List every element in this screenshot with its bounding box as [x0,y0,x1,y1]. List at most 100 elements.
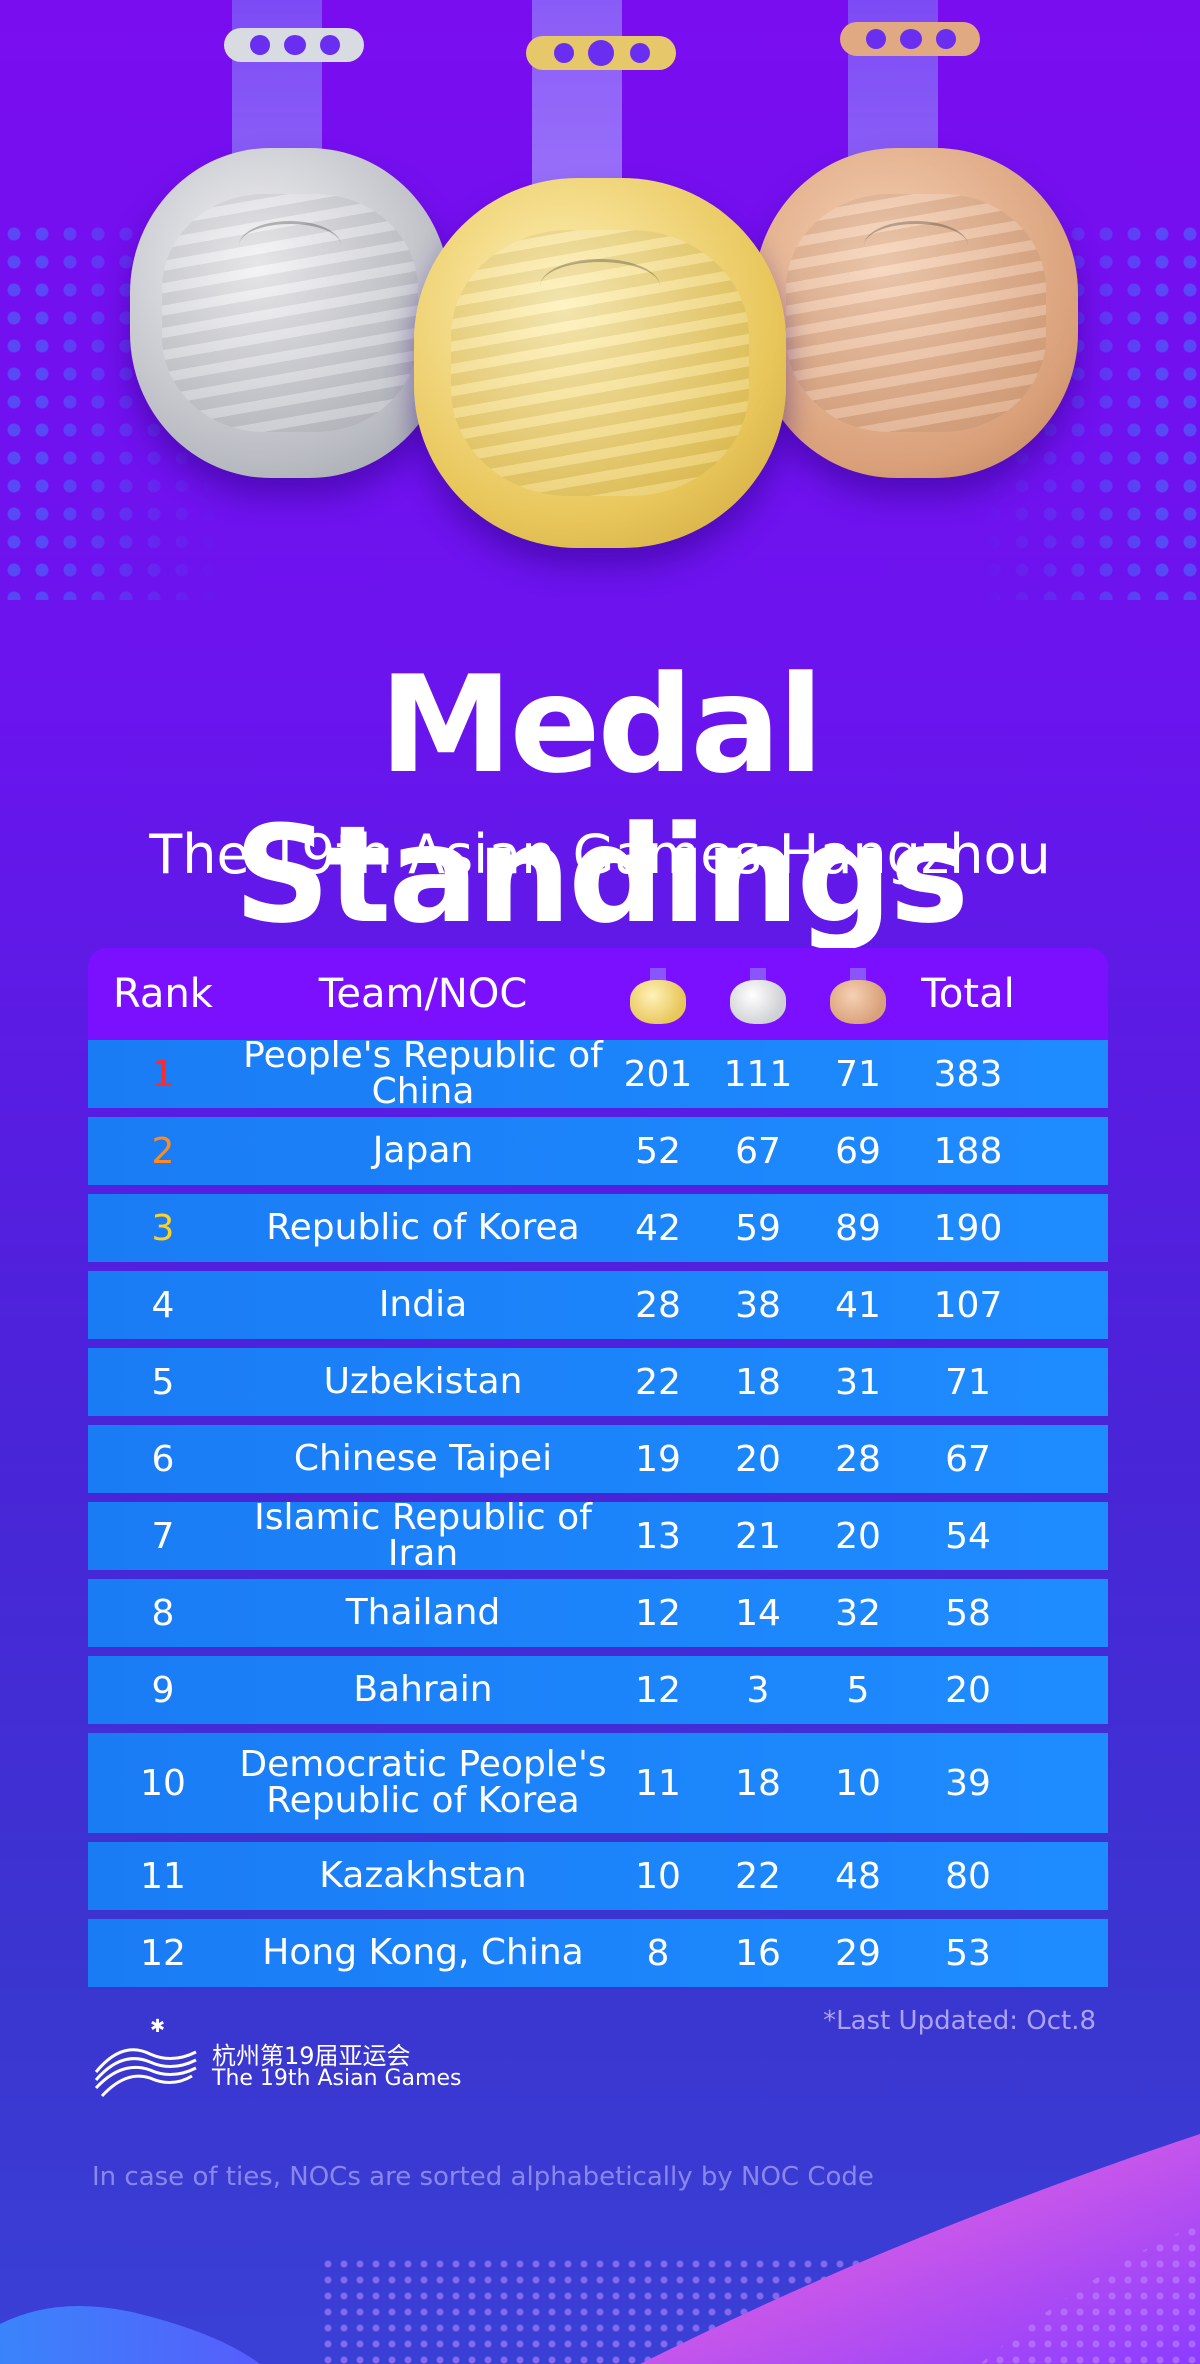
silver-clasp [224,28,364,62]
table-row: 6 Chinese Taipei 19 20 28 67 [88,1425,1108,1493]
rank-cell: 11 [140,1855,186,1897]
rank-cell: 8 [151,1592,175,1634]
team-cell: India [378,1284,468,1325]
team-cell: Chinese Taipei [293,1438,553,1479]
medals-hero-image [0,0,1200,560]
total-cell: 67 [945,1438,991,1480]
silver-cell: 3 [746,1669,770,1711]
header-team: Team/NOC [318,971,528,1017]
gold-medal-icon [630,968,686,1024]
gold-cell: 8 [646,1932,670,1974]
rank-cell: 4 [151,1284,175,1326]
bronze-cell: 28 [835,1438,881,1480]
total-cell: 53 [945,1932,991,1974]
team-name-line2: Republic of Korea [266,1780,580,1821]
gold-cell: 42 [635,1207,681,1249]
bronze-cell: 5 [846,1669,870,1711]
team-cell: Islamic Republic of Iran [254,1497,592,1574]
table-row: 8 Thailand 12 14 32 58 [88,1579,1108,1647]
table-row: 9 Bahrain 12 3 5 20 [88,1656,1108,1724]
gold-cell: 10 [635,1855,681,1897]
table-row: 1 People's Republic of China 201 111 71 … [88,1035,1108,1112]
total-cell: 80 [945,1855,991,1897]
rank-cell: 7 [151,1515,175,1557]
team-cell: Democratic People's Republic of Korea [238,1733,608,1833]
rank-cell: 2 [151,1130,175,1172]
rank-cell: 10 [140,1762,186,1804]
total-cell: 39 [945,1762,991,1804]
table-row: 2 Japan 52 67 69 188 [88,1117,1108,1185]
rank-cell: 9 [151,1669,175,1711]
svg-text:✱: ✱ [150,2016,165,2037]
bronze-cell: 29 [835,1932,881,1974]
table-row: 11 Kazakhstan 10 22 48 80 [88,1842,1108,1910]
bronze-cell: 48 [835,1855,881,1897]
silver-cell: 18 [735,1361,781,1403]
rank-cell: 6 [151,1438,175,1480]
asian-games-logo-icon: ✱ [94,2016,197,2098]
total-cell: 58 [945,1592,991,1634]
silver-cell: 67 [735,1130,781,1172]
tie-footnote: In case of ties, NOCs are sorted alphabe… [92,2162,874,2192]
header-total: Total [921,971,1015,1017]
silver-medal [130,148,450,478]
bronze-cell: 71 [835,1053,881,1095]
team-cell: People's Republic of China [243,1035,603,1112]
total-cell: 383 [933,1053,1003,1095]
bronze-cell: 89 [835,1207,881,1249]
bottom-decoration [0,2134,1200,2364]
table-header: Rank Team/NOC Total [88,948,1108,1040]
rank-cell: 12 [140,1932,186,1974]
table-row: 5 Uzbekistan 22 18 31 71 [88,1348,1108,1416]
team-cell: Republic of Korea [266,1207,580,1248]
header-rank: Rank [113,971,213,1017]
gold-cell: 52 [635,1130,681,1172]
table-row: 4 India 28 38 41 107 [88,1271,1108,1339]
silver-cell: 22 [735,1855,781,1897]
page-subtitle: The 19th Asian Games Hangzhou [149,823,1051,886]
bronze-cell: 20 [835,1515,881,1557]
team-cell: Kazakhstan [319,1855,527,1896]
gold-cell: 19 [635,1438,681,1480]
silver-cell: 38 [735,1284,781,1326]
silver-cell: 18 [735,1762,781,1804]
header-bronze [808,948,908,1040]
gold-cell: 12 [635,1669,681,1711]
bronze-cell: 10 [835,1762,881,1804]
table-row: 12 Hong Kong, China 8 16 29 53 [88,1919,1108,1987]
silver-cell: 16 [735,1932,781,1974]
table-row: 3 Republic of Korea 42 59 89 190 [88,1194,1108,1262]
silver-cell: 14 [735,1592,781,1634]
total-cell: 71 [945,1361,991,1403]
total-cell: 107 [933,1284,1003,1326]
table-row: 7 Islamic Republic of Iran 13 21 20 54 [88,1497,1108,1574]
rank-cell: 1 [151,1053,175,1095]
team-cell: Japan [372,1130,474,1171]
silver-cell: 21 [735,1515,781,1557]
table-row: 10 Democratic People's Republic of Korea… [88,1733,1108,1833]
logo-chinese-text: 杭州第19届亚运会 [212,2042,411,2070]
team-cell: Uzbekistan [323,1361,523,1402]
silver-medal-icon [730,968,786,1024]
bronze-cell: 32 [835,1592,881,1634]
rank-cell: 3 [151,1207,175,1249]
gold-medal [414,178,786,548]
header-silver [708,948,808,1040]
last-updated-note: *Last Updated: Oct.8 [823,2006,1096,2036]
team-name-line1: Democratic People's [239,1744,607,1785]
gold-cell: 201 [623,1053,693,1095]
bronze-clasp [840,22,980,56]
page-title: Medal Standings [233,647,969,953]
bronze-medal [754,148,1078,478]
bronze-cell: 41 [835,1284,881,1326]
gold-cell: 13 [635,1515,681,1557]
team-cell: Bahrain [353,1669,493,1710]
logo-english-text: The 19th Asian Games [212,2066,462,2091]
bronze-cell: 69 [835,1130,881,1172]
gold-cell: 22 [635,1361,681,1403]
team-cell: Thailand [345,1592,501,1633]
total-cell: 188 [933,1130,1003,1172]
total-cell: 190 [933,1207,1003,1249]
team-cell: Hong Kong, China [262,1932,584,1973]
gold-cell: 28 [635,1284,681,1326]
